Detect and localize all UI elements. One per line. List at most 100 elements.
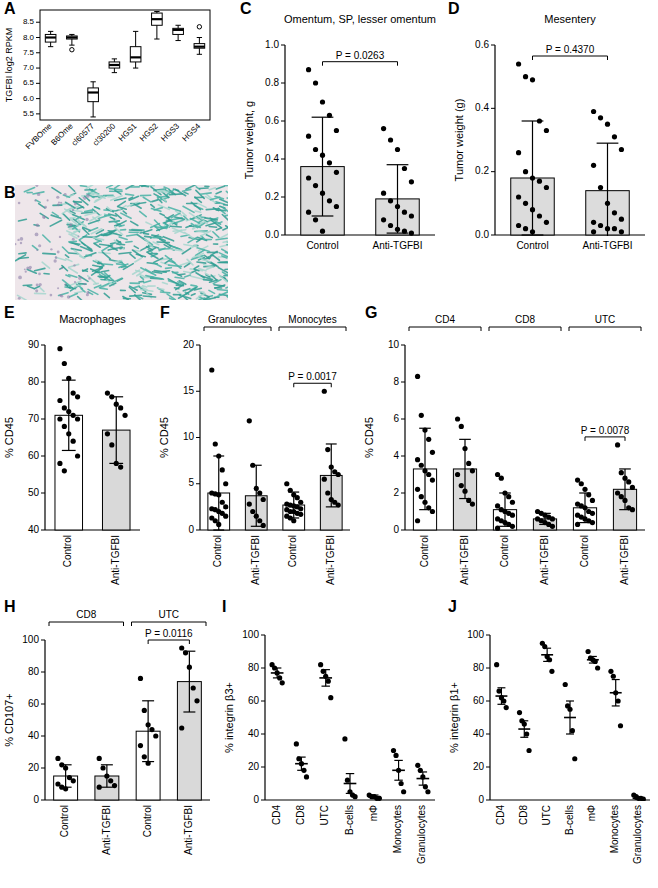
data-point [612,226,617,231]
histology-nucleus [36,249,38,251]
histology-texture [222,256,227,258]
histology-texture [119,237,127,239]
histology-texture [189,213,199,220]
x-tick-label: Anti-TGFBI [459,535,470,585]
box [194,44,205,49]
histology-texture [144,281,151,283]
histology-nucleus [50,294,53,297]
error-cap [326,443,337,444]
group-bracket [271,327,272,331]
histology-texture [119,225,124,226]
error-cap [370,794,378,795]
x-tick-label: Control [212,535,223,567]
histology-texture [175,189,185,195]
x-tick-label: HGS3 [159,121,181,143]
annotation: P = 0.0263 [336,50,385,61]
histology-texture [152,235,161,237]
histology-texture [227,198,228,200]
histology-texture [165,256,175,263]
x-tick-label: Control [287,535,298,567]
histology-texture [191,202,200,209]
data-point [75,416,80,421]
data-point [591,220,596,225]
histology-texture [139,281,143,283]
histology-texture [131,186,139,188]
histology-texture [215,285,225,288]
y-tick-label: 50 [28,487,40,498]
data-point [591,109,596,114]
figure: BA5.56.06.57.07.58.08.5TGFBI log2 RPKMFV… [0,0,658,888]
histology-nucleus [88,277,90,279]
data-point [611,674,616,679]
box [130,47,141,62]
data-point [430,450,435,455]
y-tick [196,437,200,438]
error-bar [504,493,505,526]
histology-texture [100,288,107,289]
y-axis-label: TGFBI log2 RPKM [4,28,14,103]
y-tick-label: 40 [473,728,485,739]
histology-texture [40,288,44,292]
error-cap [273,677,281,678]
data-point [591,163,596,168]
data-point [612,210,617,215]
histology-texture [143,295,155,298]
median [67,36,78,38]
chart-title: Omentum, SP, lesser omentum [284,13,436,25]
y-tick-label: 20 [473,761,485,772]
histology-texture [108,230,112,232]
error-cap [539,524,551,525]
y-tick-label: 8 [393,376,399,387]
histology-texture [135,258,141,262]
histology-nucleus [53,259,56,262]
histology-texture [200,231,210,236]
histology-texture [154,237,163,239]
data-point [306,134,311,139]
data-point [118,405,123,410]
group-label: UTC [158,609,179,620]
marks [269,662,430,801]
data-point [630,485,635,490]
histology-texture [62,247,68,253]
data-point [619,229,624,234]
data-point [108,778,113,783]
histology-nucleus [57,287,59,289]
histology-texture [93,237,103,239]
histology-texture [183,289,190,291]
histology-texture [88,192,97,194]
histology-nucleus [55,256,58,259]
data-point [179,645,184,650]
histology-nucleus [86,291,89,294]
data-point [100,765,105,770]
y-tick [281,45,285,46]
histology-texture [206,235,212,238]
data-point [585,649,590,654]
whisker-cap [69,45,74,46]
significance-bracket [294,383,332,384]
chart-title: Mesentery [544,13,596,25]
data-point [71,391,76,396]
error-cap [387,233,409,234]
panel: F05101520% CD45ControlAnti-TGFBIControlA… [158,304,350,585]
marks [208,367,342,530]
data-point [523,226,528,231]
histology-texture [126,241,132,243]
significance-bracket [533,56,608,57]
data-point [415,487,420,492]
histology-texture [95,207,100,209]
data-point [326,679,331,684]
y-axis-label: Tumor weight, g [243,101,255,179]
y-tick-label: 60 [28,698,40,709]
histology-texture [56,257,66,260]
data-point [619,147,624,152]
box [173,28,184,34]
histology-texture [83,269,88,271]
histology-nucleus [47,199,49,201]
histology-texture [93,268,102,271]
data-point [590,511,595,516]
data-point [381,217,386,222]
histology-texture [213,208,218,211]
y-tick-label: 100 [467,629,484,640]
data-point [247,502,252,507]
histology-nucleus [20,242,22,244]
